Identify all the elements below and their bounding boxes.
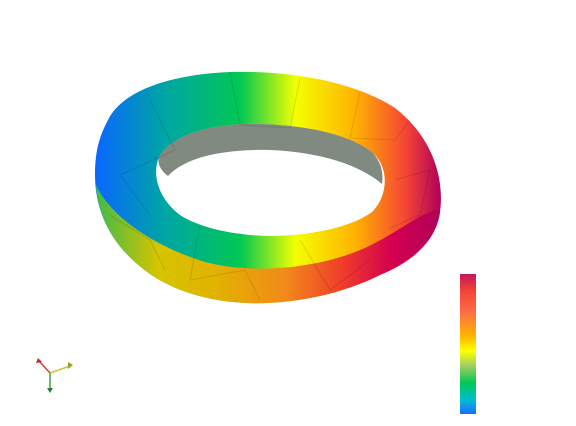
colorbar-legend xyxy=(460,274,476,414)
mesh-facets xyxy=(109,71,431,301)
torus-inner-wall xyxy=(158,123,383,184)
axes-triad-icon xyxy=(36,358,73,393)
torus-front-band xyxy=(96,185,440,304)
